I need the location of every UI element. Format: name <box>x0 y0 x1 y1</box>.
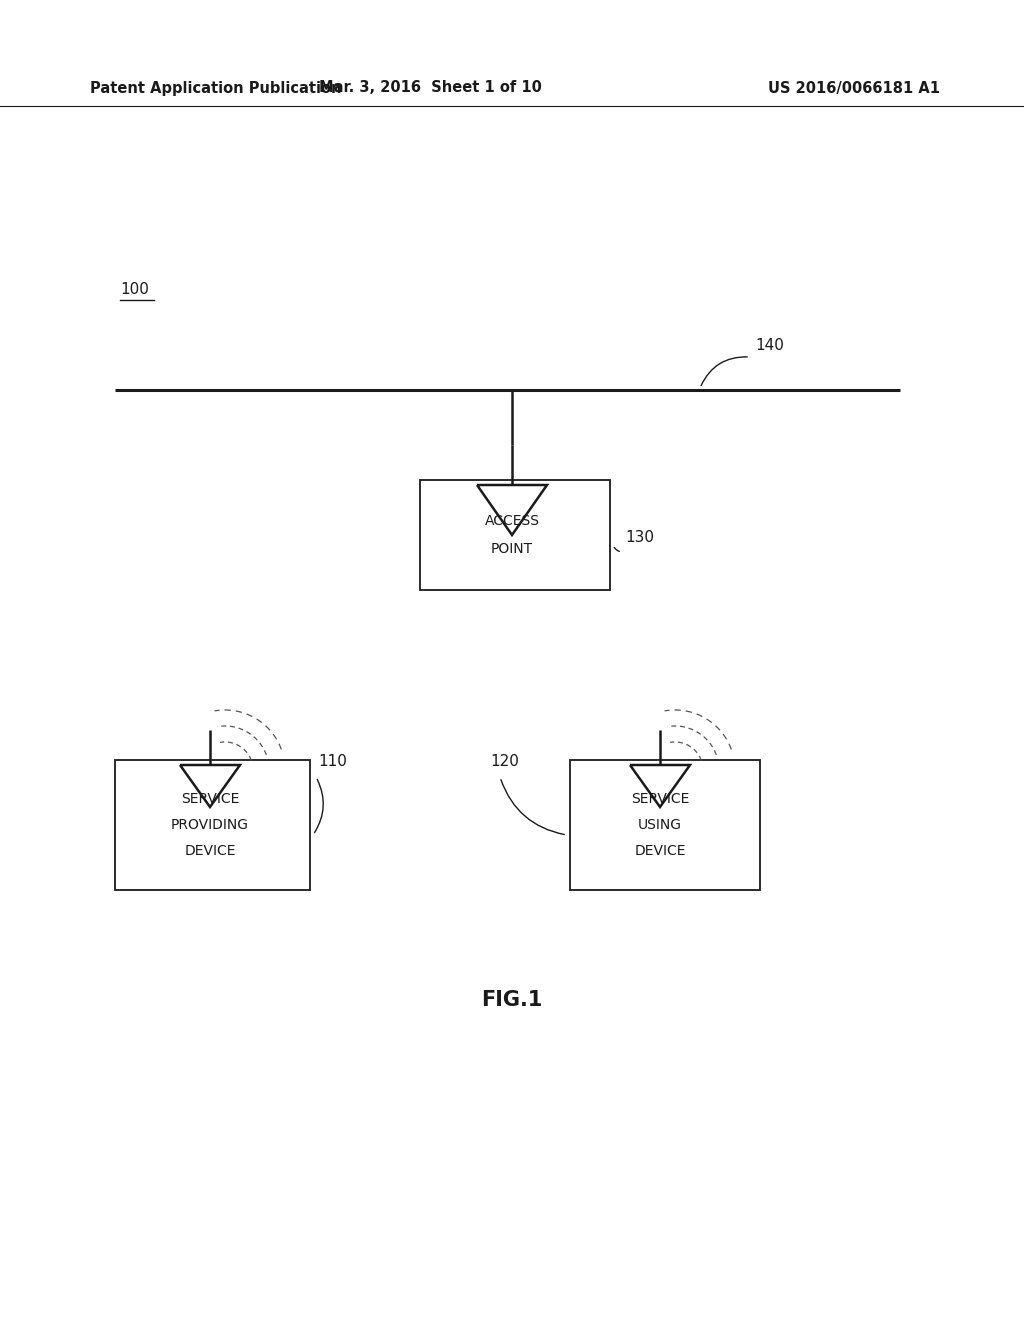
Text: FIG.1: FIG.1 <box>481 990 543 1010</box>
Text: 140: 140 <box>755 338 784 352</box>
Text: PROVIDING: PROVIDING <box>171 818 249 832</box>
Bar <box>420 480 610 590</box>
Text: SERVICE: SERVICE <box>631 792 689 807</box>
Text: ACCESS: ACCESS <box>484 513 540 528</box>
FancyArrowPatch shape <box>501 780 564 834</box>
Text: US 2016/0066181 A1: US 2016/0066181 A1 <box>768 81 940 95</box>
Text: 130: 130 <box>625 529 654 544</box>
FancyArrowPatch shape <box>314 780 324 833</box>
FancyArrowPatch shape <box>701 356 748 385</box>
FancyArrowPatch shape <box>614 548 620 552</box>
Text: DEVICE: DEVICE <box>634 843 686 858</box>
Text: POINT: POINT <box>490 543 534 556</box>
Bar <box>570 760 760 890</box>
Text: Mar. 3, 2016  Sheet 1 of 10: Mar. 3, 2016 Sheet 1 of 10 <box>318 81 542 95</box>
Bar <box>115 760 310 890</box>
Text: 120: 120 <box>490 755 519 770</box>
Text: 110: 110 <box>318 755 347 770</box>
Text: 100: 100 <box>120 282 148 297</box>
Text: SERVICE: SERVICE <box>181 792 240 807</box>
Text: DEVICE: DEVICE <box>184 843 236 858</box>
Text: USING: USING <box>638 818 682 832</box>
Text: Patent Application Publication: Patent Application Publication <box>90 81 341 95</box>
